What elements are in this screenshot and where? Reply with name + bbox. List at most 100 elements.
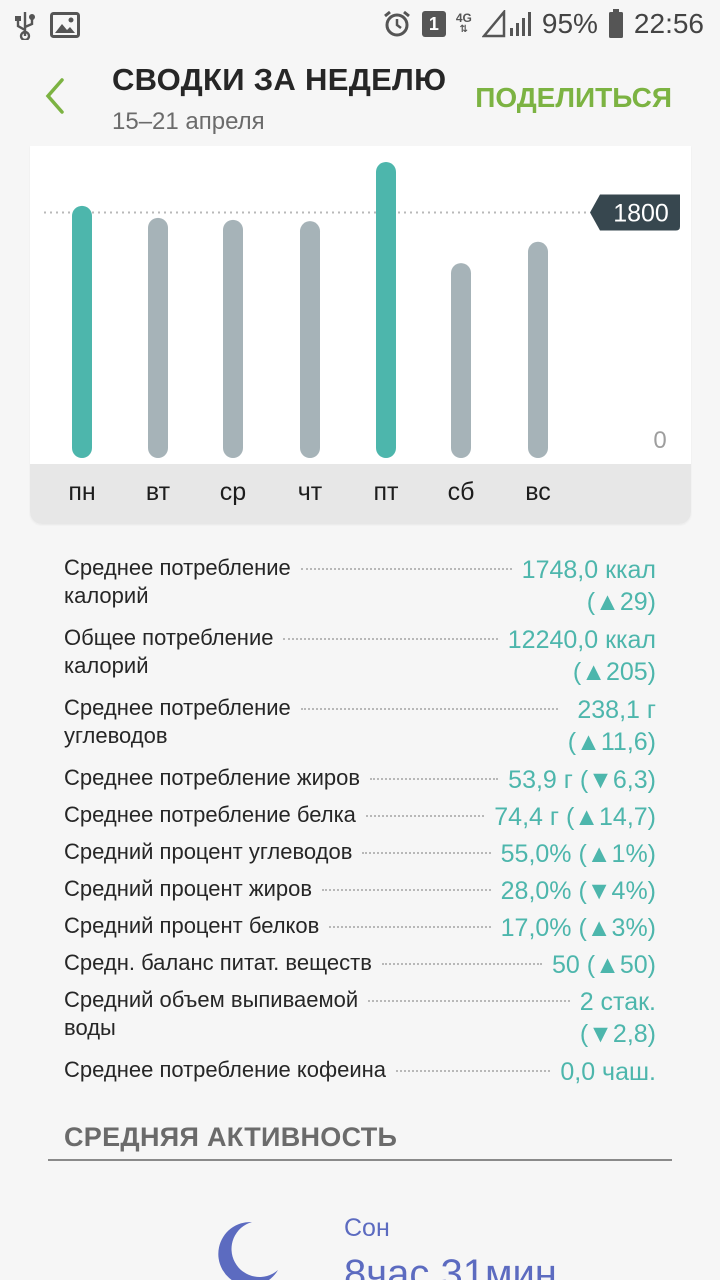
leader-dots — [368, 1000, 570, 1002]
stat-value-line: (▼2,8) — [579, 1020, 656, 1048]
stat-value: 238,1 г (▲11,6) — [568, 694, 656, 758]
stat-label-line: Среднее потребление — [64, 695, 291, 720]
stat-value: 12240,0 ккал (▲205) — [508, 624, 656, 688]
bar-сб[interactable] — [451, 263, 471, 458]
page-title: СВОДКИ ЗА НЕДЕЛЮ — [112, 62, 447, 97]
bar-вс[interactable] — [528, 241, 548, 458]
network-type-icon: 4G ⇅ — [455, 11, 472, 35]
leader-dots — [370, 778, 499, 780]
stat-value-line: (▲205) — [572, 658, 656, 686]
stat-label: Среднее потребление белка — [64, 801, 356, 829]
stat-value: 28,0% (▼4%) — [501, 875, 656, 907]
stat-label-line: Среднее потребление кофеина — [64, 1057, 386, 1082]
sim-icon: 1 — [421, 11, 446, 37]
bar-вт[interactable] — [148, 217, 168, 458]
x-tick-label: сб — [447, 478, 475, 506]
stat-value: 17,0% (▲3%) — [501, 912, 656, 944]
stat-label-line: Средний объем выпиваемой — [64, 987, 359, 1012]
stat-value-line: 50 (▲50) — [552, 951, 656, 979]
stat-label: Среднее потребление кофеина — [64, 1056, 386, 1084]
leader-dots — [300, 568, 512, 570]
leader-dots — [365, 815, 485, 817]
stat-label: Средний процент углеводов — [64, 838, 352, 866]
stat-value-line: 2 стак. — [579, 988, 656, 1016]
stat-label: Среднее потребление углеводов — [64, 694, 291, 750]
stat-row: Средний объем выпиваемой воды 2 стак. (▼2,8… — [64, 986, 656, 1050]
battery-icon — [608, 9, 624, 39]
x-tick-label: вс — [525, 478, 551, 506]
stat-label-line: калорий — [64, 583, 149, 608]
stat-label-line: Среднее потребление белка — [64, 802, 356, 827]
alarm-icon — [382, 9, 412, 39]
x-tick-label: ср — [219, 478, 247, 506]
stat-row: Среднее потребление белка 74,4 г (▲14,7) — [64, 801, 656, 833]
bar-пн[interactable] — [72, 205, 92, 458]
stat-row: Средн. баланс питат. веществ 50 (▲50) — [64, 949, 656, 981]
leader-dots — [322, 889, 491, 891]
back-button[interactable] — [40, 76, 70, 116]
leader-dots — [362, 852, 491, 854]
stat-value: 50 (▲50) — [552, 949, 656, 981]
activity-section-title: СРЕДНЯЯ АКТИВНОСТЬ — [64, 1122, 398, 1152]
stat-value-line: 1748,0 ккал — [521, 556, 656, 584]
network-type: 4G — [455, 11, 472, 25]
stat-value: 0,0 чаш. — [560, 1056, 656, 1088]
stat-row: Среднее потребление жиров 53,9 г (▼6,3) — [64, 764, 656, 796]
goal-tag — [590, 194, 680, 231]
stat-label: Общее потребление калорий — [64, 624, 273, 680]
stat-label: Средний процент белков — [64, 912, 319, 940]
x-tick-label: пн — [68, 478, 96, 506]
calorie-chart-card: 1800 0 пн вт ср чт пт сб вс — [30, 146, 691, 524]
stat-label-line: калорий — [64, 653, 149, 678]
stat-row: Среднее потребление кофеина 0,0 чаш. — [64, 1056, 656, 1088]
stat-value-line: 55,0% (▲1%) — [500, 840, 656, 868]
leader-dots — [283, 638, 498, 640]
x-tick-label: вт — [145, 478, 171, 506]
signal-icon — [481, 10, 532, 38]
status-bar: 1 4G ⇅ 95% 22:56 — [0, 0, 720, 50]
chevron-left-icon — [45, 78, 64, 114]
leader-dots — [381, 963, 543, 965]
stat-value-line: 53,9 г (▼6,3) — [508, 766, 656, 794]
stat-row: Средний процент жиров 28,0% (▼4%) — [64, 875, 656, 907]
stat-row: Средний процент белков 17,0% (▲3%) — [64, 912, 656, 944]
share-button[interactable]: ПОДЕЛИТЬСЯ — [475, 82, 672, 113]
stat-value-line: 17,0% (▲3%) — [500, 914, 656, 942]
y-zero-label: 0 — [653, 427, 666, 454]
calorie-bar-chart: 1800 0 — [44, 161, 680, 458]
chart-x-axis: пн вт ср чт пт сб вс — [30, 464, 691, 524]
stat-label-line: Средн. баланс питат. веществ — [64, 950, 372, 975]
stat-value-line: 74,4 г (▲14,7) — [494, 803, 656, 831]
stat-label: Среднее потребление калорий — [64, 554, 291, 610]
stat-value-line: (▲11,6) — [567, 728, 656, 756]
leader-dots — [329, 926, 491, 928]
stat-label-line: Средний процент жиров — [64, 876, 313, 901]
stat-label: Средний процент жиров — [64, 875, 312, 903]
stat-label-line: Средний процент углеводов — [64, 839, 353, 864]
stat-label: Средний объем выпиваемой воды — [64, 986, 358, 1042]
stat-label-line: Средний процент белков — [64, 913, 320, 938]
stat-value: 53,9 г (▼6,3) — [508, 764, 656, 796]
stat-label: Среднее потребление жиров — [64, 764, 360, 792]
x-tick-label: чт — [297, 478, 323, 506]
stat-value-line: (▲29) — [586, 588, 656, 616]
section-divider — [48, 1159, 672, 1161]
stat-label-line: Среднее потребление — [64, 555, 291, 580]
date-range: 15–21 апреля — [112, 108, 265, 135]
stat-row: Средний процент углеводов 55,0% (▲1%) — [64, 838, 656, 870]
stat-label-line: воды — [64, 1015, 116, 1040]
bar-чт[interactable] — [300, 221, 320, 458]
stat-value-line: 12240,0 ккал — [507, 626, 656, 654]
bar-ср[interactable] — [223, 219, 243, 458]
sleep-value: 8час 31мин — [344, 1252, 557, 1280]
battery-percent: 95% — [541, 8, 598, 39]
stat-value-line: 0,0 чаш. — [560, 1058, 656, 1086]
gallery-icon — [50, 12, 80, 38]
stat-label-line: Общее потребление — [64, 625, 274, 650]
usb-debug-icon — [14, 10, 36, 40]
stat-label-line: углеводов — [64, 723, 168, 748]
bar-пт[interactable] — [376, 161, 396, 458]
sleep-label: Сон — [344, 1214, 390, 1242]
goal-label: 1800 — [613, 200, 669, 228]
clock: 22:56 — [633, 8, 704, 39]
